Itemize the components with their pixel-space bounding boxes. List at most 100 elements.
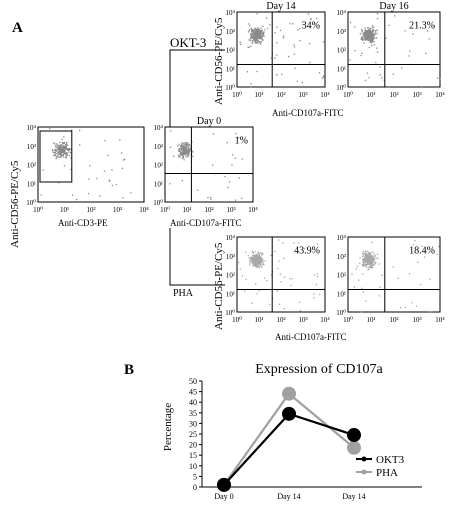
y-tick-label: 10⁴ (154, 124, 164, 132)
x-tick-label: 10⁰ (33, 206, 43, 214)
event-dot (59, 145, 61, 147)
event-dot (299, 310, 301, 312)
event-dot (358, 279, 360, 281)
event-dot (255, 30, 257, 32)
event-dot (259, 36, 261, 39)
event-dot (370, 262, 372, 264)
event-dot (255, 33, 257, 35)
event-dots (349, 13, 441, 88)
event-dot (374, 33, 376, 35)
event-dot (257, 255, 260, 257)
event-dot (250, 256, 252, 258)
event-dot (264, 29, 266, 31)
event-dot (282, 242, 284, 244)
event-dot (178, 143, 180, 145)
event-dot (365, 261, 367, 263)
okt3-treatment-label: OKT-3 (170, 35, 206, 50)
event-dot (253, 36, 255, 38)
event-dot (253, 265, 256, 267)
event-dot (63, 142, 66, 144)
event-dot (372, 30, 374, 32)
y-tick-label: 10³ (226, 28, 235, 36)
x-tick-label: 10⁰ (160, 206, 170, 214)
y-tick-label: 35 (189, 409, 197, 418)
event-dot (381, 274, 383, 276)
event-dot (72, 194, 74, 196)
event-dot (249, 262, 251, 264)
event-dot (184, 153, 186, 155)
event-dot (254, 257, 256, 259)
event-dot (109, 180, 111, 182)
event-dot (365, 31, 367, 33)
event-dot (61, 144, 63, 146)
x-tick-label: 10⁰ (232, 316, 242, 324)
event-dot (65, 146, 67, 148)
event-dot (376, 18, 379, 20)
event-dot (370, 36, 372, 38)
event-dot (278, 303, 281, 305)
event-dot (371, 256, 373, 258)
event-dot (253, 262, 255, 264)
event-dot (308, 42, 311, 45)
event-dot (404, 30, 406, 32)
event-dot (255, 255, 257, 257)
event-dot (362, 34, 364, 36)
event-dot (378, 295, 381, 297)
event-dot (252, 31, 254, 33)
event-dot (258, 259, 260, 261)
event-dot (251, 261, 253, 263)
event-dot (260, 27, 262, 29)
event-dot (371, 34, 374, 37)
event-dot (281, 73, 283, 75)
event-dot (364, 253, 366, 255)
event-dot (181, 180, 183, 182)
x-tick-label: 10⁰ (343, 91, 353, 99)
event-dot (107, 154, 109, 157)
event-dot (184, 146, 186, 148)
quadrant-percent: 21.3% (409, 21, 435, 32)
y-tick-label: 10³ (226, 253, 235, 261)
event-dots (40, 128, 132, 201)
event-dot (373, 44, 376, 46)
event-dot (366, 256, 368, 258)
event-dot (247, 31, 249, 33)
event-dot (260, 256, 262, 259)
event-dot (373, 260, 375, 262)
event-dot (180, 153, 182, 155)
event-dot (63, 142, 65, 144)
event-dot (298, 301, 301, 303)
event-dot (254, 256, 257, 258)
event-dot (293, 44, 295, 46)
event-dot (238, 137, 240, 139)
event-dot (254, 261, 256, 263)
event-dot (363, 259, 365, 261)
event-dot (367, 259, 369, 261)
event-dot (229, 181, 231, 183)
legend-marker (361, 456, 367, 462)
event-dot (372, 26, 374, 29)
event-dot (254, 251, 256, 253)
event-dot (182, 154, 184, 157)
event-dot (366, 27, 369, 29)
event-dot (178, 156, 180, 158)
x-tick-label: 10³ (113, 206, 122, 214)
event-dot (368, 37, 370, 39)
event-dot (184, 145, 186, 148)
y-tick-label: 10¹ (154, 180, 163, 188)
event-dot (314, 23, 316, 25)
y-tick-label: 45 (189, 388, 197, 397)
event-dot (261, 30, 263, 32)
event-dot (55, 150, 58, 152)
event-dot (376, 33, 378, 35)
y-tick-label: 15 (189, 451, 197, 460)
event-dot (371, 36, 374, 38)
event-dot (373, 257, 375, 259)
event-dot (262, 264, 264, 266)
event-dot (368, 258, 370, 260)
event-dot (276, 26, 278, 28)
event-dot (252, 255, 255, 257)
event-dot (372, 264, 374, 266)
event-dot (63, 152, 65, 154)
event-dot (363, 263, 365, 265)
